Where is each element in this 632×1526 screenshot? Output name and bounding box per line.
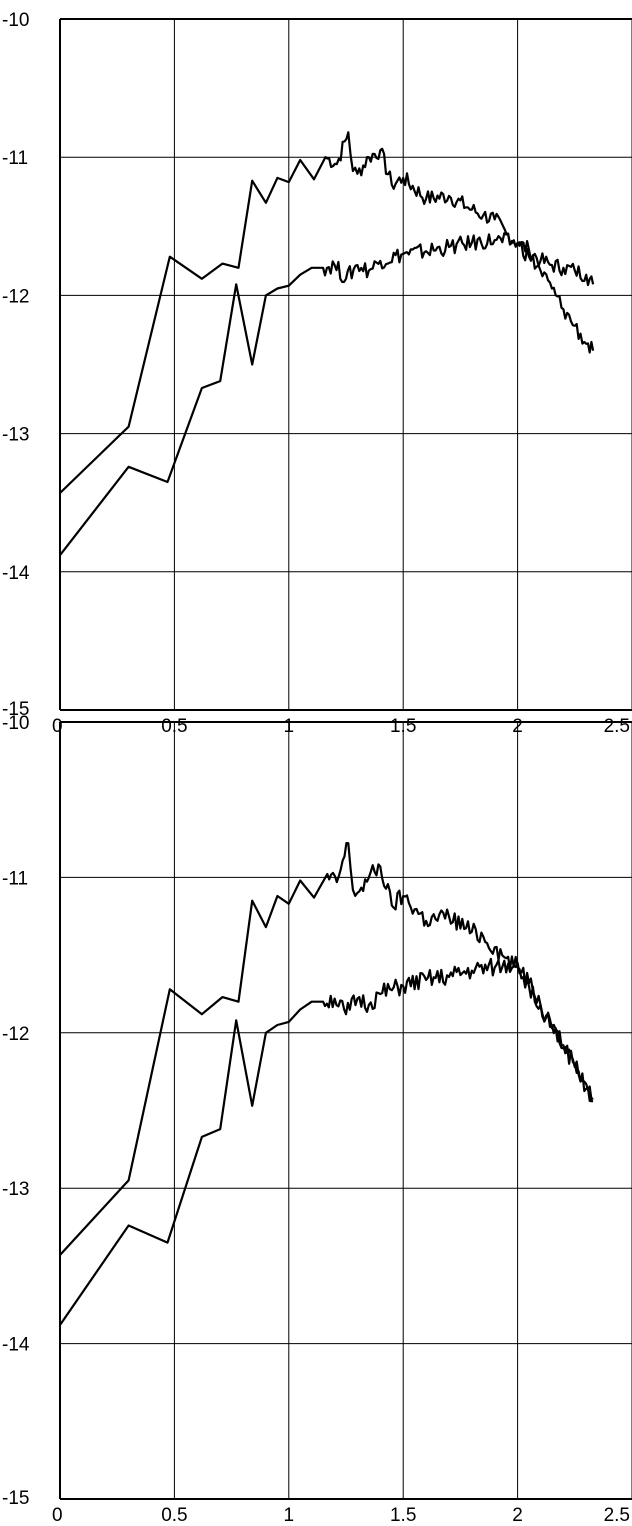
y-tick-label: -13: [2, 425, 29, 446]
x-tick-label: 0: [52, 1505, 63, 1526]
x-tick-label: 2.5: [604, 1505, 630, 1526]
y-tick-label: -12: [2, 1024, 29, 1045]
x-tick-label: 2: [512, 1505, 523, 1526]
x-tick-label: 0.5: [161, 1505, 187, 1526]
y-tick-label: -11: [2, 868, 28, 889]
y-tick-label: -14: [2, 1335, 30, 1356]
y-tick-label: -11: [2, 148, 28, 169]
y-tick-label: -12: [2, 286, 29, 307]
y-tick-label: -10: [2, 10, 29, 31]
y-tick-label: -14: [2, 563, 30, 584]
y-tick-label: -10: [2, 713, 29, 734]
chart-panel-bottom: -10 -11 -12 -13 -14 -15 0 0.5 1 1.5 2 2.5: [2, 713, 632, 1526]
series-line-1: [59, 131, 595, 494]
x-tick-label: 1: [284, 1505, 295, 1526]
y-tick-label: -15: [2, 1488, 29, 1509]
y-tick-label: -15: [2, 699, 29, 720]
x-tick-label: 0: [52, 716, 63, 737]
x-tick-label: 1.5: [390, 1505, 416, 1526]
series-line-2: [59, 957, 594, 1326]
chart-panel-top: -10-11-12-13-14-150 0.5 1 1.5 2 2.5: [2, 10, 632, 737]
x-tick-label: 2.5: [604, 716, 630, 737]
series-line-1: [59, 842, 594, 1256]
y-tick-label: -13: [2, 1179, 29, 1200]
series-line-2: [59, 232, 595, 556]
